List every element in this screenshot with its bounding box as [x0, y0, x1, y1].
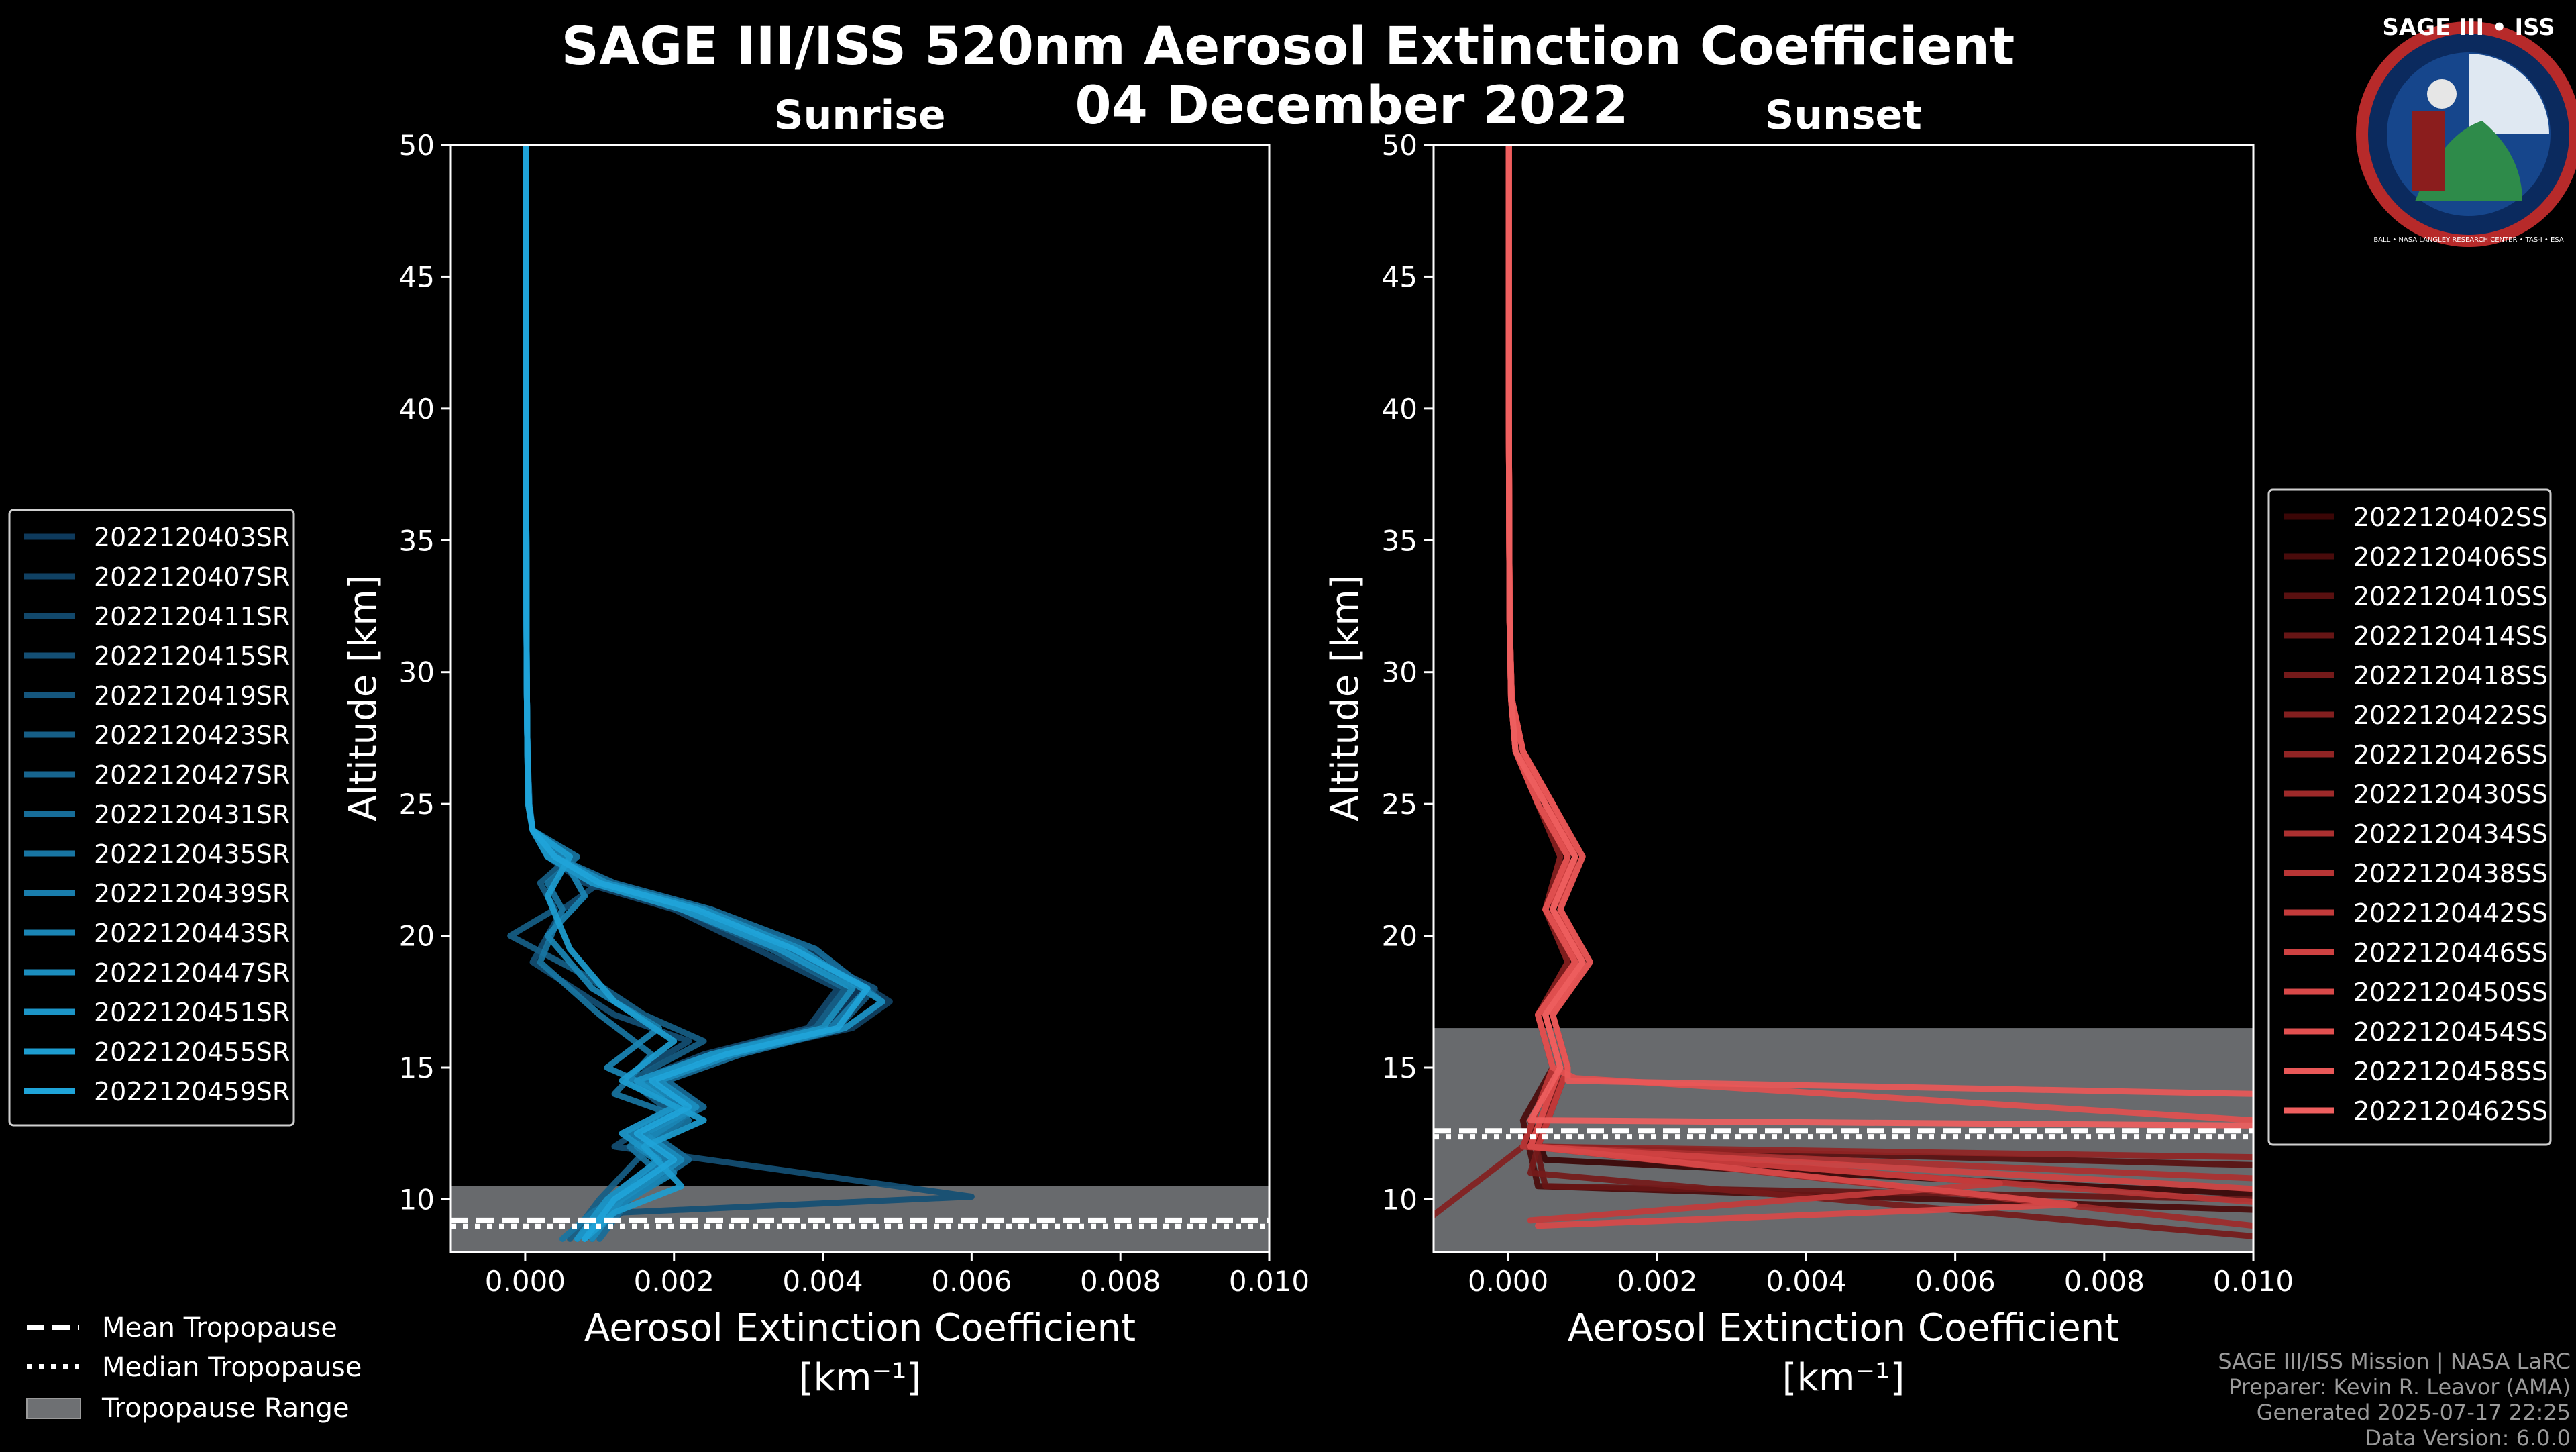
sunrise-legend-label: 2022120423SR — [94, 721, 290, 750]
sunrise-legend-label: 2022120431SR — [94, 800, 290, 829]
sunrise-legend-label: 2022120419SR — [94, 681, 290, 711]
sunset-legend-label: 2022120462SS — [2353, 1096, 2548, 1126]
sunrise-xtick-label: 0.008 — [1080, 1265, 1161, 1298]
mean-tropopause-label: Mean Tropopause — [102, 1312, 337, 1343]
sunset-legend-label: 2022120402SS — [2353, 503, 2548, 532]
sunrise-ytick-label: 10 — [399, 1183, 435, 1216]
sunrise-legend-label: 2022120403SR — [94, 523, 290, 552]
sunset-xtick-label: 0.004 — [1766, 1265, 1846, 1298]
tropopause-legend: Mean Tropopause Median Tropopause Tropop… — [26, 1312, 362, 1424]
sunset-ytick-label: 50 — [1382, 129, 1417, 162]
sunrise-xtick-label: 0.004 — [782, 1265, 863, 1298]
sunset-legend-label: 2022120414SS — [2353, 621, 2548, 651]
sunset-xtick-label: 0.006 — [1915, 1265, 1996, 1298]
sunrise-xtick-label: 0.002 — [634, 1265, 714, 1298]
sunrise-legend-label: 2022120435SR — [94, 839, 290, 869]
footer-mission: SAGE III/ISS Mission | NASA LaRC — [2218, 1349, 2571, 1374]
tropopause-range-label: Tropopause Range — [101, 1393, 350, 1424]
sunrise-legend-label: 2022120427SR — [94, 760, 290, 790]
sunset-xlabel: Aerosol Extinction Coefficient — [1568, 1306, 2119, 1350]
sunrise-legend-label: 2022120451SR — [94, 998, 290, 1027]
sunrise-plot: 0.000 0.002 0.004 0.006 0.008 0.010 10 15 20 25 30… — [399, 129, 1310, 1298]
sunrise-legend: 2022120403SR 2022120407SR 2022120411SR 2022… — [8, 509, 295, 1127]
sunset-legend-label: 2022120422SS — [2353, 701, 2548, 730]
sunset-legend-label: 2022120430SS — [2353, 780, 2548, 809]
sunrise-xlabel: Aerosol Extinction Coefficient — [584, 1306, 1136, 1350]
sunrise-ytick-label: 45 — [399, 260, 435, 293]
sunset-legend-label: 2022120406SS — [2353, 542, 2548, 572]
footer-preparer: Preparer: Kevin R. Leavor (AMA) — [2229, 1374, 2571, 1400]
sunset-ytick-label: 20 — [1382, 920, 1417, 953]
sunset-legend-label: 2022120410SS — [2353, 582, 2548, 611]
footer-generated: Generated 2025-07-17 22:25 — [2257, 1400, 2571, 1425]
sunset-plot-frame — [1432, 144, 2255, 1253]
sunset-legend-label: 2022120458SS — [2353, 1057, 2548, 1086]
sage-logo: SAGE III • ISS BALL • NASA LANGLEY RESEA… — [2356, 14, 2576, 247]
sunrise-ytick-label: 50 — [399, 129, 435, 162]
sunset-legend: 2022120402SS 2022120406SS 2022120410SS 2022… — [2267, 488, 2552, 1146]
sunrise-legend-label: 2022120415SR — [94, 641, 290, 671]
sunrise-xunit: [km⁻¹] — [799, 1356, 922, 1400]
sunrise-xtick-label: 0.006 — [931, 1265, 1012, 1298]
sunrise-ylabel: Altitude [km] — [341, 574, 385, 821]
sunrise-legend-label: 2022120455SR — [94, 1037, 290, 1067]
sunset-xtick-label: 0.010 — [2213, 1265, 2294, 1298]
sunset-legend-label: 2022120418SS — [2353, 661, 2548, 690]
sunset-legend-label: 2022120438SS — [2353, 859, 2548, 888]
sunset-xtick-label: 0.000 — [1468, 1265, 1548, 1298]
sunset-ytick-label: 40 — [1382, 393, 1417, 425]
logo-text: SAGE III • ISS — [2382, 14, 2555, 41]
main-subtitle: 04 December 2022 — [1075, 76, 1628, 136]
sunset-title: Sunset — [1765, 92, 1922, 139]
sunset-ytick-label: 30 — [1382, 656, 1417, 689]
sunset-ylabel: Altitude [km] — [1324, 574, 1367, 821]
sunset-xtick-label: 0.002 — [1617, 1265, 1697, 1298]
sunrise-plot-frame — [449, 144, 1271, 1253]
sunset-legend-box — [2267, 488, 2552, 1146]
tropopause-range-swatch — [26, 1398, 81, 1419]
sunset-xunit: [km⁻¹] — [1782, 1356, 1905, 1400]
sunrise-legend-label: 2022120439SR — [94, 879, 290, 909]
sunrise-plot-area — [451, 145, 1269, 1252]
median-tropopause-label: Median Tropopause — [102, 1352, 362, 1383]
sunrise-legend-box — [8, 509, 295, 1127]
sunset-xtick-label: 0.008 — [2064, 1265, 2145, 1298]
sunrise-title: Sunrise — [774, 92, 945, 139]
sunrise-ytick-label: 35 — [399, 524, 435, 557]
sunset-legend-label: 2022120446SS — [2353, 938, 2548, 968]
footer-version: Data Version: 6.0.0 — [2365, 1425, 2571, 1449]
sunrise-series-2022120459SR — [523, 145, 871, 1242]
sunrise-plot-background — [451, 145, 1269, 1252]
sunrise-ytick-label: 25 — [399, 788, 435, 821]
sunset-plot-area — [1434, 145, 2253, 1252]
sunrise-legend-label: 2022120447SR — [94, 958, 290, 988]
sunset-ytick-label: 15 — [1382, 1051, 1417, 1084]
sunrise-legend-label: 2022120443SR — [94, 919, 290, 948]
sunset-ytick-label: 25 — [1382, 788, 1417, 821]
sunset-legend-label: 2022120442SS — [2353, 898, 2548, 928]
sunrise-legend-label: 2022120411SR — [94, 602, 290, 631]
sunset-plot: 0.000 0.002 0.004 0.006 0.008 0.010 10 15 20 25 30… — [1382, 129, 2294, 1298]
sunrise-ytick-label: 15 — [399, 1051, 435, 1084]
sunrise-xtick-label: 0.010 — [1229, 1265, 1309, 1298]
sunset-legend-label: 2022120434SS — [2353, 819, 2548, 849]
sunrise-ytick-label: 40 — [399, 393, 435, 425]
sunset-series-2022120462SS — [1505, 145, 2253, 1129]
sunrise-legend-label: 2022120407SR — [94, 562, 290, 592]
main-title: SAGE III/ISS 520nm Aerosol Extinction Co… — [561, 17, 2015, 77]
sunrise-ytick-label: 20 — [399, 920, 435, 953]
sunrise-legend-label: 2022120459SR — [94, 1077, 290, 1106]
sunset-ytick-label: 35 — [1382, 524, 1417, 557]
sunrise-xtick-label: 0.000 — [485, 1265, 566, 1298]
sunset-legend-label: 2022120426SS — [2353, 740, 2548, 770]
footer: SAGE III/ISS Mission | NASA LaRC Prepare… — [2218, 1349, 2571, 1451]
sunset-legend-label: 2022120454SS — [2353, 1017, 2548, 1047]
sunrise-ytick-label: 30 — [399, 656, 435, 689]
sunset-legend-label: 2022120450SS — [2353, 978, 2548, 1007]
sunset-ytick-label: 10 — [1382, 1183, 1417, 1216]
logo-ring-text: BALL • NASA LANGLEY RESEARCH CENTER • TA… — [2373, 236, 2564, 244]
sunset-ytick-label: 45 — [1382, 260, 1417, 293]
